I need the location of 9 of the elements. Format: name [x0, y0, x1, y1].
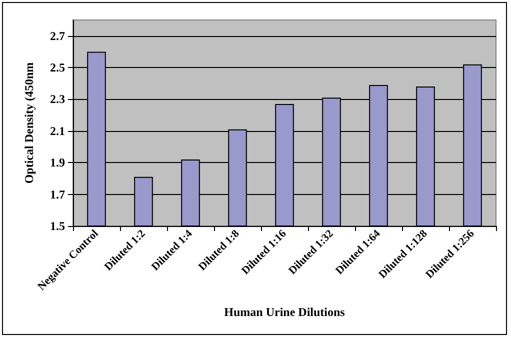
y-axis-title: Optical Density (450nm	[22, 62, 36, 184]
y-tick-label: 2.5	[50, 60, 65, 75]
y-tick-label: 1.9	[50, 156, 65, 170]
y-tick-label: 1.5	[50, 219, 65, 233]
y-tick-label: 2.7	[50, 28, 65, 43]
x-axis-title: Human Urine Dilutions	[224, 305, 346, 319]
y-tick-label: 2.1	[50, 124, 65, 138]
y-tick-label: 2.3	[50, 92, 65, 106]
y-tick-label: 1.7	[50, 187, 65, 202]
